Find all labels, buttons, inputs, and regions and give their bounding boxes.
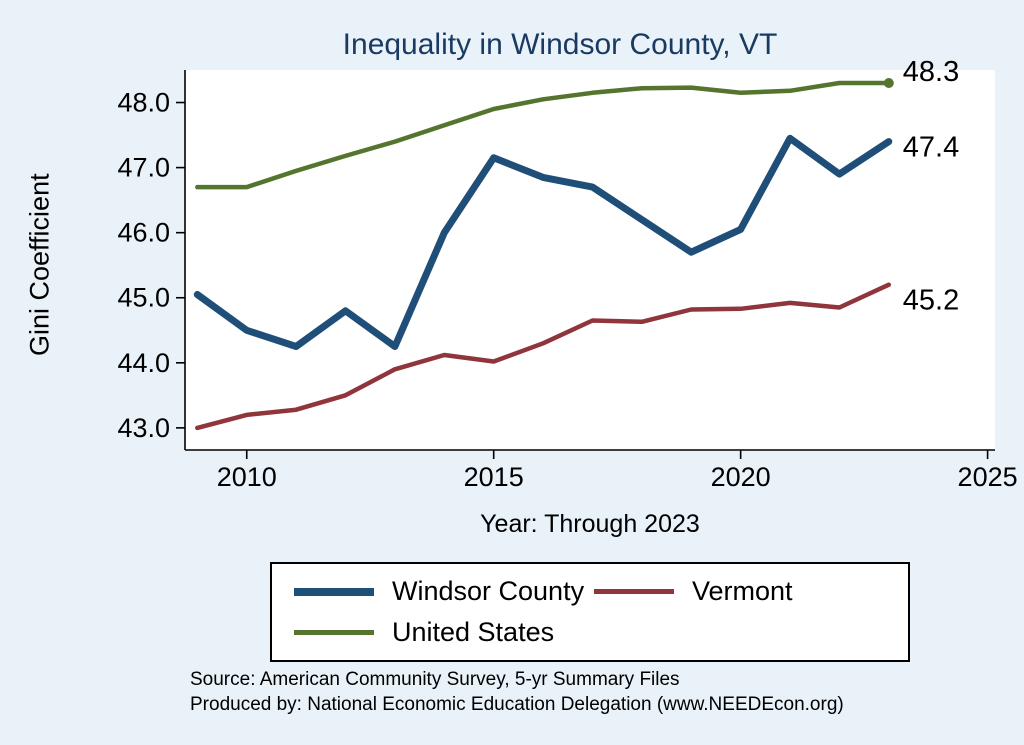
united-states-line-swatch bbox=[294, 630, 374, 635]
svg-text:43.0: 43.0 bbox=[117, 413, 170, 443]
svg-text:47.0: 47.0 bbox=[117, 153, 170, 183]
svg-text:45.2: 45.2 bbox=[903, 285, 959, 317]
svg-text:45.0: 45.0 bbox=[117, 283, 170, 313]
chart-legend: Windsor County Vermont United States bbox=[270, 562, 910, 662]
x-axis-label: Year: Through 2023 bbox=[480, 510, 700, 538]
windsor-county-line-swatch bbox=[294, 587, 374, 596]
legend-label-windsor-county: Windsor County bbox=[392, 576, 585, 606]
svg-text:48.3: 48.3 bbox=[903, 56, 959, 88]
legend-item-united-states: United States bbox=[294, 617, 586, 648]
source-notes: Source: American Community Survey, 5-yr … bbox=[190, 668, 844, 717]
svg-text:2015: 2015 bbox=[464, 462, 524, 492]
svg-text:44.0: 44.0 bbox=[117, 348, 170, 378]
svg-text:48.0: 48.0 bbox=[117, 88, 170, 118]
legend-label-united-states: United States bbox=[392, 617, 555, 647]
vermont-line-swatch bbox=[594, 589, 674, 594]
svg-text:46.0: 46.0 bbox=[117, 218, 170, 248]
chart-title: Inequality in Windsor County, VT bbox=[342, 28, 778, 61]
svg-text:2020: 2020 bbox=[711, 462, 771, 492]
svg-text:2010: 2010 bbox=[217, 462, 277, 492]
svg-text:47.4: 47.4 bbox=[903, 132, 959, 164]
legend-label-vermont: Vermont bbox=[692, 576, 793, 606]
legend-item-vermont: Vermont bbox=[594, 576, 886, 607]
source-line: Source: American Community Survey, 5-yr … bbox=[190, 669, 680, 690]
svg-text:2025: 2025 bbox=[958, 462, 1018, 492]
legend-item-windsor-county: Windsor County bbox=[294, 576, 586, 607]
produced-by-line: Produced by: National Economic Education… bbox=[190, 693, 844, 715]
